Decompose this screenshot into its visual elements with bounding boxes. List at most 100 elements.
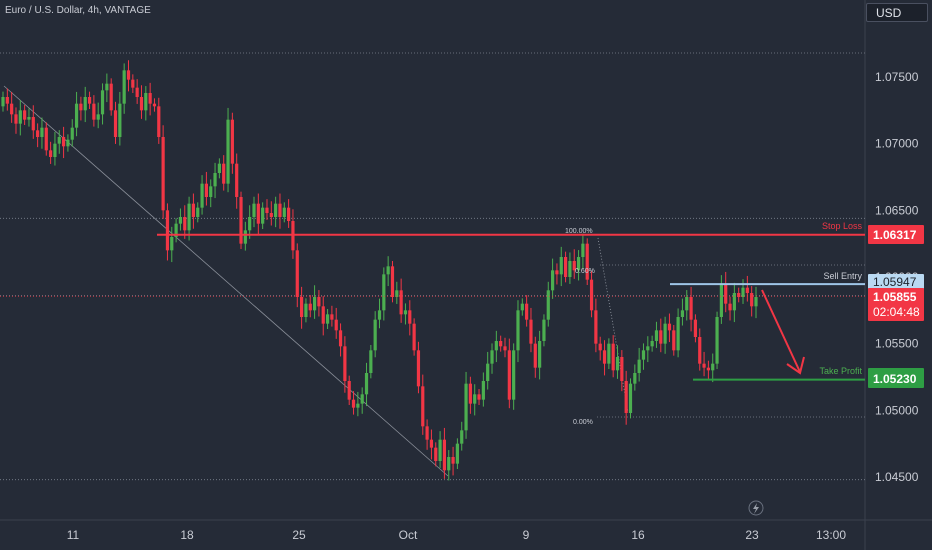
candle-body — [451, 456, 455, 464]
candle-body — [377, 310, 382, 320]
candle-body — [338, 330, 343, 347]
candle-body — [14, 114, 18, 124]
candle-body — [507, 350, 511, 400]
candle-body — [321, 306, 325, 324]
candle-body — [659, 330, 663, 344]
candle-body — [637, 359, 641, 373]
candle-body — [191, 203, 196, 217]
candle-body — [330, 314, 334, 320]
candle-body — [74, 103, 79, 128]
candle-body — [343, 346, 347, 381]
candle-body — [148, 92, 152, 104]
candle-body — [57, 136, 61, 144]
fib-label-60: 0.60% — [575, 268, 595, 275]
candle-body — [66, 139, 70, 147]
candle-body — [473, 394, 477, 404]
x-tick-label: 18 — [180, 528, 194, 542]
candle-body — [178, 216, 183, 224]
candle-body — [230, 119, 234, 164]
sell-entry-text: Sell Entry — [823, 271, 862, 281]
candle-body — [109, 83, 113, 111]
candle-body — [585, 243, 589, 280]
candle-body — [693, 319, 698, 337]
candle-body — [278, 203, 282, 217]
bar-countdown: 02:04:48 — [873, 305, 920, 319]
candle-body — [633, 372, 637, 384]
candle-body — [568, 260, 572, 277]
candle-body — [209, 186, 213, 197]
candle-body — [615, 356, 620, 371]
candle-body — [308, 303, 312, 311]
candle-body — [312, 296, 317, 311]
take-profit-tag: 1.05230 — [868, 368, 924, 388]
candle-body — [23, 110, 27, 120]
candle-body — [563, 256, 568, 277]
candle-body — [105, 83, 109, 91]
candle-body — [235, 163, 239, 197]
candle-body — [122, 70, 126, 104]
candle-body — [468, 383, 472, 404]
candle-body — [706, 367, 710, 371]
candle-body — [399, 290, 403, 315]
y-tick-label: 1.05500 — [875, 337, 919, 351]
currency-button[interactable]: USD — [866, 3, 928, 22]
stop-loss-price: 1.06317 — [873, 228, 917, 242]
lightning-icon[interactable] — [748, 500, 764, 516]
candle-body — [572, 260, 576, 271]
candle-body — [434, 447, 438, 461]
candle-body — [200, 183, 204, 208]
fib-diagonal — [597, 237, 629, 413]
candle-body — [304, 303, 308, 317]
candle-body — [135, 87, 139, 97]
candle-body — [594, 310, 598, 344]
candle-body — [131, 79, 135, 88]
candle-body — [300, 296, 304, 317]
candle-body — [416, 350, 421, 387]
y-tick-label: 1.07500 — [875, 70, 919, 84]
candle-body — [680, 310, 685, 317]
time-axis[interactable]: 11 18 25 Oct 9 16 23 13:00 — [67, 528, 847, 542]
candle-body — [408, 310, 412, 324]
candle-body — [533, 343, 537, 368]
candle-body — [152, 103, 157, 107]
candle-body — [27, 116, 31, 120]
candle-body — [165, 210, 170, 251]
candle-body — [92, 103, 96, 120]
candle-body — [555, 270, 559, 275]
x-tick-label: Oct — [399, 528, 418, 542]
fib-label-0: 0.00% — [573, 419, 593, 426]
candle-body — [576, 256, 581, 271]
x-tick-label: 9 — [523, 528, 530, 542]
candle-body — [512, 350, 516, 400]
candle-body — [325, 314, 330, 324]
candle-body — [49, 150, 53, 157]
candle-body — [611, 343, 615, 371]
candle-body — [464, 383, 468, 431]
candle-body — [741, 287, 745, 297]
current-price-tag: 1.05855 02:04:48 — [868, 288, 924, 321]
candle-body — [382, 274, 386, 311]
candle-body — [486, 363, 490, 381]
candle-body — [243, 230, 247, 244]
candle-body — [31, 116, 35, 131]
candle-body — [455, 443, 459, 464]
candle-body — [667, 323, 672, 331]
candle-body — [685, 296, 689, 311]
candle-body — [170, 236, 174, 251]
candle-body — [542, 319, 546, 341]
candle-body — [728, 303, 732, 311]
candle-body — [429, 439, 434, 448]
candle-body — [282, 207, 286, 217]
candle-body — [113, 110, 118, 137]
y-tick-label: 1.06500 — [875, 203, 919, 217]
candle-body — [516, 310, 520, 351]
candle-body — [412, 323, 416, 351]
candle-body — [745, 287, 749, 293]
candle-body — [18, 110, 22, 124]
candle-body — [265, 207, 269, 213]
candle-body — [196, 207, 200, 217]
y-tick-label: 1.07000 — [875, 137, 919, 151]
candle-body — [44, 127, 48, 151]
